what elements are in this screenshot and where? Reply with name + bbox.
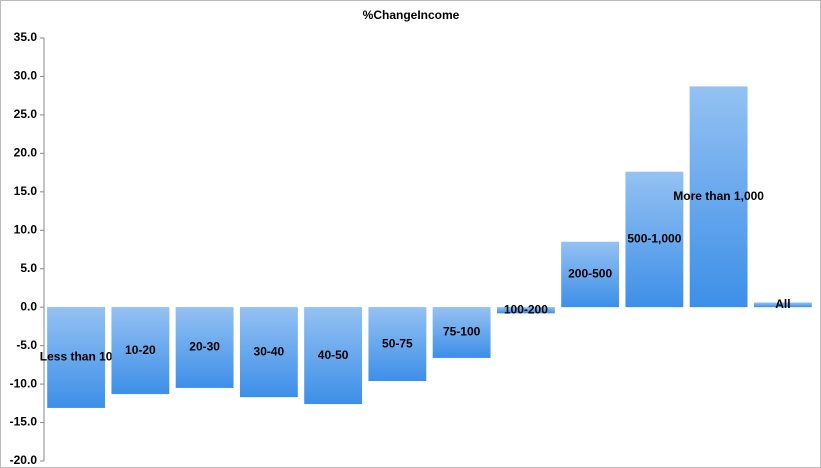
y-tick-label: 15.0 — [14, 184, 38, 198]
bar-shade — [368, 307, 427, 382]
category-label: 50-75 — [382, 336, 413, 350]
bar-shade — [175, 307, 234, 388]
y-tick-label: 35.0 — [14, 30, 38, 44]
chart-title: %ChangeIncome — [363, 8, 460, 22]
category-label: 75-100 — [443, 325, 481, 339]
y-tick-label: -10.0 — [10, 376, 38, 390]
y-tick-label: 10.0 — [14, 222, 38, 236]
bar-shade — [496, 307, 555, 314]
y-tick-label: -5.0 — [16, 338, 37, 352]
y-tick-label: 5.0 — [20, 261, 37, 275]
bar-shade — [753, 302, 812, 308]
bar-shade — [47, 307, 106, 408]
category-label: 10-20 — [125, 343, 156, 357]
category-label: Less than 10 — [40, 350, 113, 364]
category-label: 200-500 — [568, 267, 612, 281]
y-tick-label: -15.0 — [10, 415, 38, 429]
category-label: 20-30 — [189, 340, 220, 354]
y-tick-label: 25.0 — [14, 107, 38, 121]
category-label: More than 1,000 — [673, 189, 764, 203]
bar-shade — [432, 307, 491, 358]
y-tick-label: 30.0 — [14, 69, 38, 83]
bar-shade — [304, 307, 363, 405]
bar-shade — [239, 307, 298, 398]
category-label: 500-1,000 — [627, 232, 681, 246]
category-label: All — [775, 297, 790, 311]
bar-shade — [561, 241, 620, 308]
category-label: 40-50 — [318, 348, 349, 362]
y-tick-label: -20.0 — [10, 453, 38, 467]
bar-shade — [689, 86, 748, 308]
y-tick-label: 20.0 — [14, 146, 38, 160]
bar-shade — [625, 171, 684, 308]
category-label: 100-200 — [504, 302, 548, 316]
y-tick-label: 0.0 — [20, 299, 37, 313]
bar-shade — [111, 307, 170, 395]
category-label: 30-40 — [254, 344, 285, 358]
